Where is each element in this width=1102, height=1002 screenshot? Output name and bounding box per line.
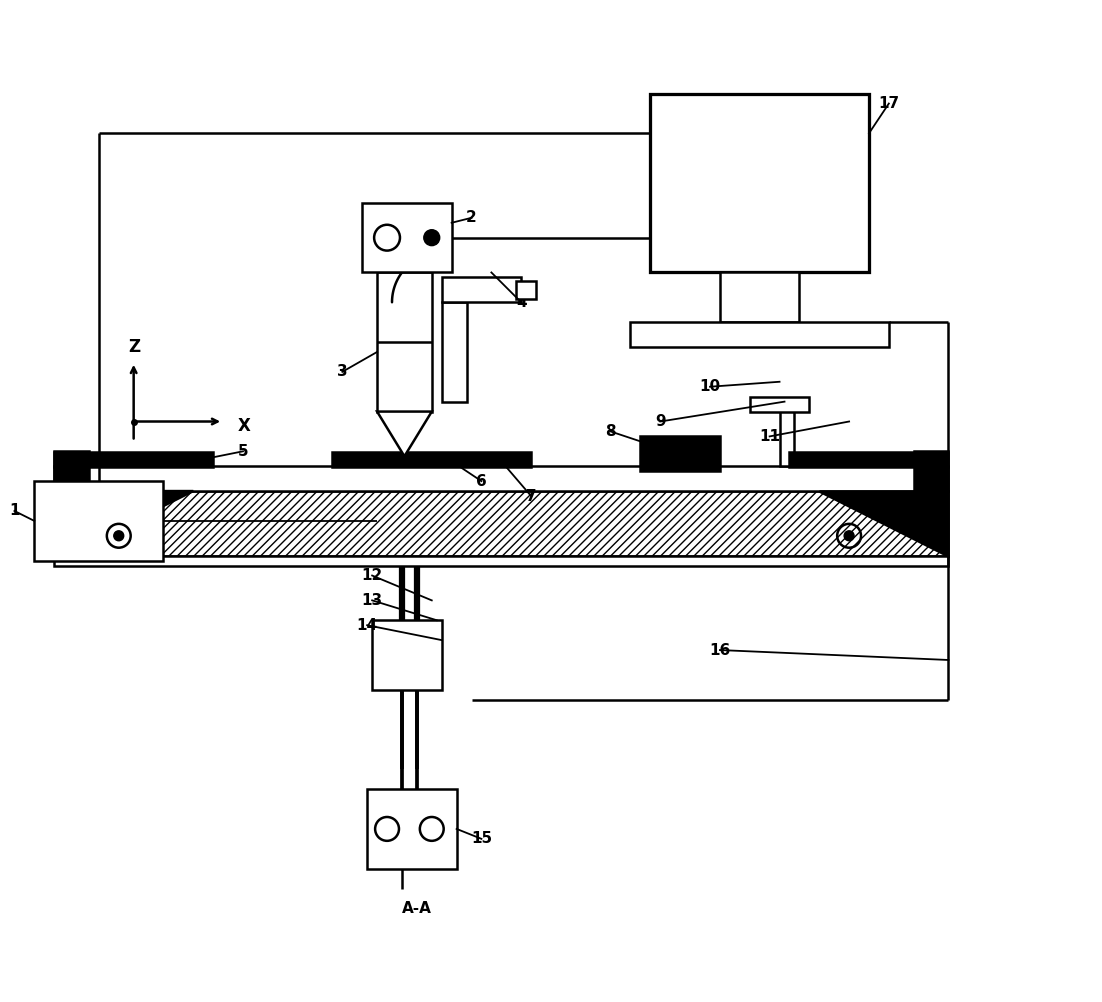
Bar bbox=[54, 466, 949, 491]
Text: 14: 14 bbox=[357, 617, 378, 632]
Circle shape bbox=[114, 531, 123, 541]
Polygon shape bbox=[819, 491, 949, 556]
Bar bbox=[54, 556, 949, 565]
Text: 5: 5 bbox=[238, 444, 248, 459]
Text: 6: 6 bbox=[476, 474, 487, 489]
Bar bbox=[650, 93, 869, 273]
Text: 1: 1 bbox=[9, 503, 20, 518]
Bar bbox=[54, 491, 949, 556]
Text: 12: 12 bbox=[361, 568, 382, 583]
Bar bbox=[442, 278, 521, 303]
Polygon shape bbox=[377, 412, 432, 456]
Bar bbox=[914, 451, 949, 491]
Bar bbox=[54, 452, 213, 467]
Text: 10: 10 bbox=[700, 379, 721, 394]
Bar bbox=[34, 481, 163, 561]
Text: 16: 16 bbox=[710, 642, 731, 657]
Bar bbox=[377, 273, 432, 412]
Bar bbox=[442, 303, 466, 402]
Text: 8: 8 bbox=[605, 424, 616, 439]
Bar bbox=[54, 451, 89, 491]
Bar bbox=[333, 452, 531, 467]
Text: 15: 15 bbox=[471, 832, 491, 847]
Bar bbox=[789, 452, 949, 467]
Bar bbox=[367, 790, 456, 869]
Polygon shape bbox=[64, 491, 193, 556]
Text: 2: 2 bbox=[466, 210, 477, 225]
Text: A-A: A-A bbox=[402, 901, 432, 916]
Text: 4: 4 bbox=[516, 295, 527, 310]
Bar bbox=[720, 273, 799, 322]
Bar bbox=[372, 620, 442, 689]
Text: X: X bbox=[238, 418, 251, 436]
Text: 11: 11 bbox=[759, 429, 780, 444]
Bar bbox=[779, 407, 795, 466]
Bar bbox=[630, 322, 889, 347]
Bar bbox=[640, 437, 720, 471]
Text: Z: Z bbox=[129, 338, 141, 356]
Bar bbox=[363, 202, 452, 273]
Circle shape bbox=[424, 229, 440, 245]
Bar bbox=[749, 397, 809, 412]
Circle shape bbox=[844, 531, 854, 541]
Text: 7: 7 bbox=[526, 489, 537, 504]
Text: 3: 3 bbox=[337, 365, 347, 380]
Text: 9: 9 bbox=[655, 414, 666, 429]
Bar bbox=[516, 282, 536, 300]
Text: 13: 13 bbox=[361, 593, 382, 608]
Text: 17: 17 bbox=[878, 96, 899, 111]
